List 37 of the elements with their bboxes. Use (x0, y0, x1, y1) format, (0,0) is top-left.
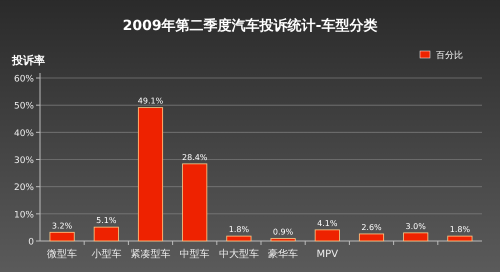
bar (226, 236, 252, 242)
bar (403, 232, 428, 242)
bar (182, 163, 208, 242)
data-label: 3.2% (52, 221, 73, 230)
y-tick-label: 40% (14, 128, 34, 139)
data-label: 2.6% (361, 222, 382, 232)
x-tick-label: 中型车 (180, 248, 210, 260)
y-axis-title: 投诉率 (11, 54, 45, 67)
y-tick-label: 60% (14, 74, 34, 84)
legend-item: 百分比 (420, 50, 463, 61)
bar (270, 238, 296, 242)
x-tick-label: 微型车 (47, 248, 78, 260)
y-tick-label: 0 (28, 238, 34, 248)
y-tick-label: 10% (14, 210, 34, 220)
data-label: 5.1% (96, 216, 117, 226)
x-tick-label: MPV (316, 249, 338, 260)
bar (94, 226, 119, 242)
chart-title: 2009年第二季度汽车投诉统计-车型分类 (122, 17, 378, 34)
data-label: 49.1% (138, 96, 164, 106)
data-label: 4.1% (317, 218, 338, 228)
data-label: 3.0% (406, 222, 426, 231)
x-tick-label: 豪华车 (268, 248, 298, 260)
y-tick-label: 50% (14, 102, 34, 112)
data-label: 28.4% (182, 152, 208, 162)
bar (358, 234, 384, 242)
y-tick-label: 30% (14, 156, 34, 166)
bar (138, 107, 164, 242)
x-tick-label: 中大型车 (218, 248, 259, 260)
data-label: 0.9% (272, 228, 294, 237)
data-label: 1.8% (228, 225, 250, 234)
bar (447, 236, 472, 242)
x-tick-label: 小型车 (91, 248, 122, 260)
x-tick-label: 紧凑型车 (130, 248, 170, 260)
y-tick-label: 20% (14, 183, 34, 194)
bar (50, 232, 75, 242)
data-label: 1.8% (450, 225, 470, 234)
bar (314, 229, 340, 242)
